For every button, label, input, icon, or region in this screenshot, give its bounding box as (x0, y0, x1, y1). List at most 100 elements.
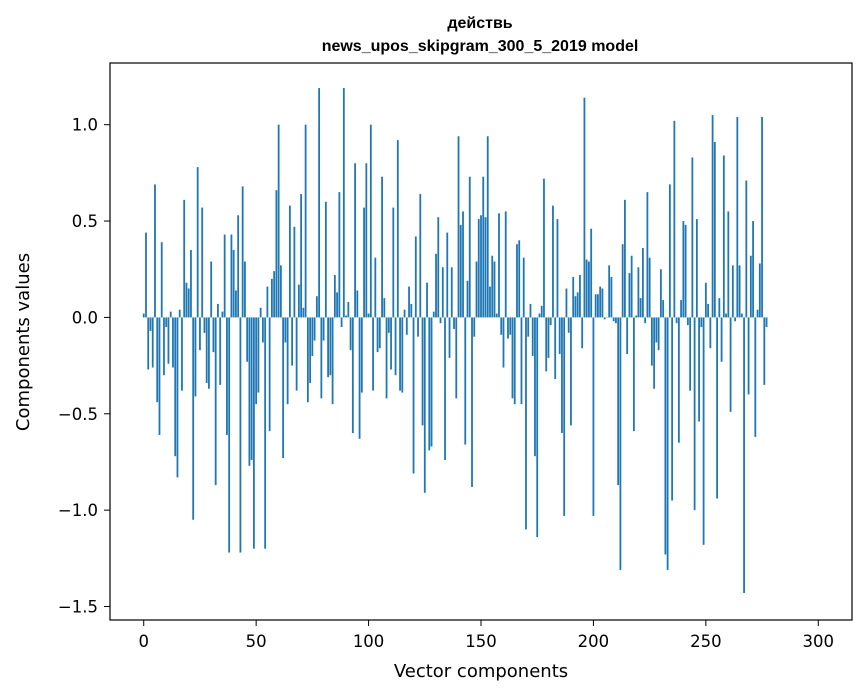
bar-36 (223, 234, 226, 318)
bar-124 (421, 317, 424, 426)
bar-42 (237, 215, 240, 318)
bar-207 (608, 265, 611, 318)
bar-189 (567, 317, 570, 333)
bar-151 (482, 176, 485, 318)
bar-3 (149, 317, 152, 331)
bar-190 (570, 317, 572, 426)
bar-23 (194, 317, 197, 397)
bar-114 (399, 317, 401, 391)
bar-77 (315, 296, 318, 318)
bar-71 (302, 307, 305, 318)
bar-40 (232, 249, 235, 318)
bar-131 (437, 217, 440, 318)
bar-121 (414, 236, 417, 318)
bar-220 (637, 267, 640, 318)
bar-112 (394, 317, 397, 376)
bar-205 (603, 317, 606, 320)
bar-106 (381, 176, 383, 318)
bar-213 (621, 244, 624, 318)
bar-247 (698, 317, 700, 422)
bar-12 (169, 311, 172, 318)
bar-62 (282, 317, 285, 459)
bar-99 (365, 163, 368, 318)
bar-97 (360, 317, 363, 393)
bar-85 (333, 275, 336, 318)
bar-193 (576, 292, 579, 318)
bar-211 (617, 317, 620, 486)
bar-88 (340, 317, 343, 328)
bar-113 (396, 140, 399, 318)
bar-164 (511, 317, 514, 399)
bar-170 (525, 317, 527, 530)
bar-216 (628, 273, 631, 318)
bar-160 (502, 317, 505, 368)
bar-0 (142, 313, 145, 318)
bar-252 (709, 317, 712, 349)
bar-165 (513, 317, 516, 405)
bar-46 (246, 317, 249, 362)
bar-215 (626, 317, 629, 355)
bar-8 (160, 242, 163, 318)
bar-78 (318, 88, 321, 318)
bar-234 (668, 184, 671, 318)
y-tick-label: 0.0 (72, 308, 98, 327)
bar-219 (635, 315, 638, 318)
bar-96 (358, 317, 361, 439)
bar-177 (540, 305, 543, 318)
bar-136 (448, 317, 451, 358)
bar-258 (722, 155, 725, 318)
bar-129 (432, 311, 435, 318)
bar-29 (208, 317, 210, 389)
bar-87 (338, 192, 341, 318)
bar-79 (320, 317, 323, 399)
bar-66 (291, 317, 294, 366)
bar-225 (648, 257, 651, 318)
y-tick-label: −1.0 (58, 501, 98, 520)
bars-group (142, 88, 768, 594)
bar-119 (410, 303, 413, 318)
bar-123 (419, 194, 422, 318)
bar-147 (473, 317, 476, 337)
bar-84 (331, 317, 334, 405)
bar-223 (644, 317, 647, 324)
bar-231 (662, 300, 665, 318)
bar-116 (403, 309, 406, 318)
bar-82 (327, 317, 329, 378)
bar-13 (172, 317, 174, 368)
bar-105 (378, 317, 381, 349)
bar-67 (293, 226, 296, 318)
bar-179 (545, 317, 548, 372)
bar-25 (199, 317, 201, 351)
bar-274 (758, 263, 761, 318)
bar-268 (745, 180, 748, 318)
bar-228 (655, 317, 658, 343)
bar-158 (498, 213, 500, 318)
bar-32 (214, 317, 217, 486)
bar-135 (446, 232, 449, 318)
bar-70 (300, 194, 303, 318)
bar-272 (754, 317, 757, 437)
bar-155 (491, 255, 494, 318)
bar-267 (743, 317, 745, 594)
bar-143 (464, 317, 467, 445)
bar-249 (702, 317, 705, 545)
bar-233 (666, 317, 669, 570)
bar-271 (752, 221, 754, 318)
bar-229 (657, 317, 660, 351)
bar-149 (477, 219, 480, 318)
bar-57 (270, 278, 273, 318)
x-tick-label: 250 (690, 632, 722, 651)
bar-277 (765, 317, 768, 328)
bar-156 (493, 261, 496, 318)
bar-28 (205, 317, 208, 383)
bar-276 (763, 317, 766, 385)
bar-188 (565, 288, 568, 318)
bar-30 (210, 261, 213, 318)
bar-94 (354, 163, 356, 318)
bar-61 (279, 265, 282, 318)
bar-80 (322, 317, 325, 341)
bar-146 (471, 317, 473, 488)
bar-18 (183, 199, 186, 318)
bar-261 (729, 317, 732, 412)
bar-130 (435, 253, 437, 318)
